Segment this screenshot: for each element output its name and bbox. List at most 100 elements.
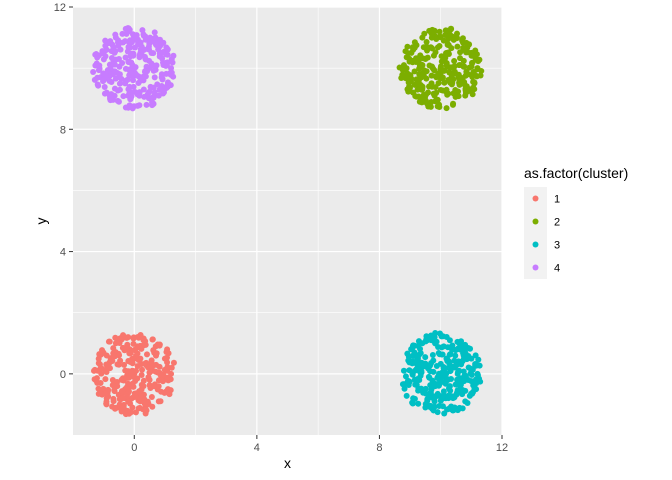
data-point (167, 70, 174, 77)
data-point (164, 82, 171, 89)
data-point (452, 347, 459, 354)
data-point (135, 334, 142, 341)
data-point (421, 30, 428, 37)
x-tick-label: 4 (254, 442, 260, 454)
data-point (136, 54, 143, 61)
data-point (125, 104, 132, 111)
data-point (121, 361, 128, 368)
data-point (142, 338, 149, 345)
data-point (106, 61, 113, 68)
data-point (120, 93, 127, 100)
data-point (129, 404, 136, 411)
data-point (447, 26, 454, 33)
data-point (118, 408, 125, 415)
data-point (432, 340, 439, 347)
data-point (415, 400, 422, 407)
data-point (164, 374, 171, 381)
legend-key-dot (532, 241, 539, 248)
data-point (103, 368, 110, 375)
data-point (457, 49, 464, 56)
data-point (117, 357, 124, 364)
data-point (451, 58, 458, 65)
data-point (451, 63, 458, 70)
data-point (106, 77, 113, 84)
data-point (140, 377, 147, 384)
data-point (97, 351, 104, 358)
data-point (417, 63, 424, 70)
data-point (150, 35, 157, 42)
data-point (408, 49, 415, 56)
data-point (117, 46, 124, 53)
data-point (443, 60, 450, 67)
data-point (111, 68, 118, 75)
data-point (125, 374, 132, 381)
data-point (417, 367, 424, 374)
data-point (105, 361, 112, 368)
data-point (163, 44, 170, 51)
data-point (96, 361, 103, 368)
data-point (445, 395, 452, 402)
data-point (126, 66, 133, 73)
data-point (126, 26, 133, 33)
data-point (95, 82, 102, 89)
data-point (423, 38, 430, 45)
data-point (170, 359, 177, 366)
legend-key-dot (532, 218, 539, 225)
data-point (137, 39, 144, 46)
data-point (130, 383, 137, 390)
data-point (143, 351, 150, 358)
data-point (111, 388, 118, 395)
series-1-points (90, 332, 177, 418)
data-point (122, 54, 129, 61)
data-point (460, 44, 467, 51)
data-point (454, 34, 461, 41)
data-point (168, 364, 175, 371)
data-point (153, 62, 160, 69)
data-point (101, 47, 108, 54)
y-axis-title: y (33, 218, 49, 225)
data-point (142, 55, 149, 62)
data-point (148, 357, 155, 364)
data-point (411, 44, 418, 51)
data-point (467, 345, 474, 352)
data-point (95, 67, 102, 74)
data-point (414, 342, 421, 349)
data-point (409, 358, 416, 365)
data-point (466, 392, 473, 399)
data-point (92, 62, 99, 69)
data-point (464, 400, 471, 407)
data-point (133, 71, 140, 78)
data-point (468, 63, 475, 70)
data-point (123, 343, 130, 350)
data-point (432, 98, 439, 105)
data-point (146, 64, 153, 71)
data-point (114, 97, 121, 104)
data-point (138, 345, 145, 352)
data-point (106, 338, 113, 345)
data-point (118, 388, 125, 395)
data-point (413, 381, 420, 388)
data-point (137, 387, 144, 394)
x-tick-label: 8 (376, 442, 382, 454)
y-tick-label: 0 (60, 369, 66, 381)
data-point (442, 54, 449, 61)
data-point (403, 392, 410, 399)
data-point (408, 346, 415, 353)
data-point (159, 378, 166, 385)
data-point (101, 90, 108, 97)
data-point (468, 371, 475, 378)
data-point (454, 370, 461, 377)
data-point (138, 371, 145, 378)
data-point (127, 96, 134, 103)
data-point (461, 63, 468, 70)
data-point (119, 59, 126, 66)
legend-label: 3 (554, 240, 560, 252)
data-point (401, 385, 408, 392)
data-point (105, 40, 112, 47)
data-point (108, 48, 115, 55)
data-point (408, 75, 415, 82)
data-point (102, 53, 109, 60)
data-point (442, 365, 449, 372)
data-point (169, 59, 176, 66)
data-point (422, 354, 429, 361)
